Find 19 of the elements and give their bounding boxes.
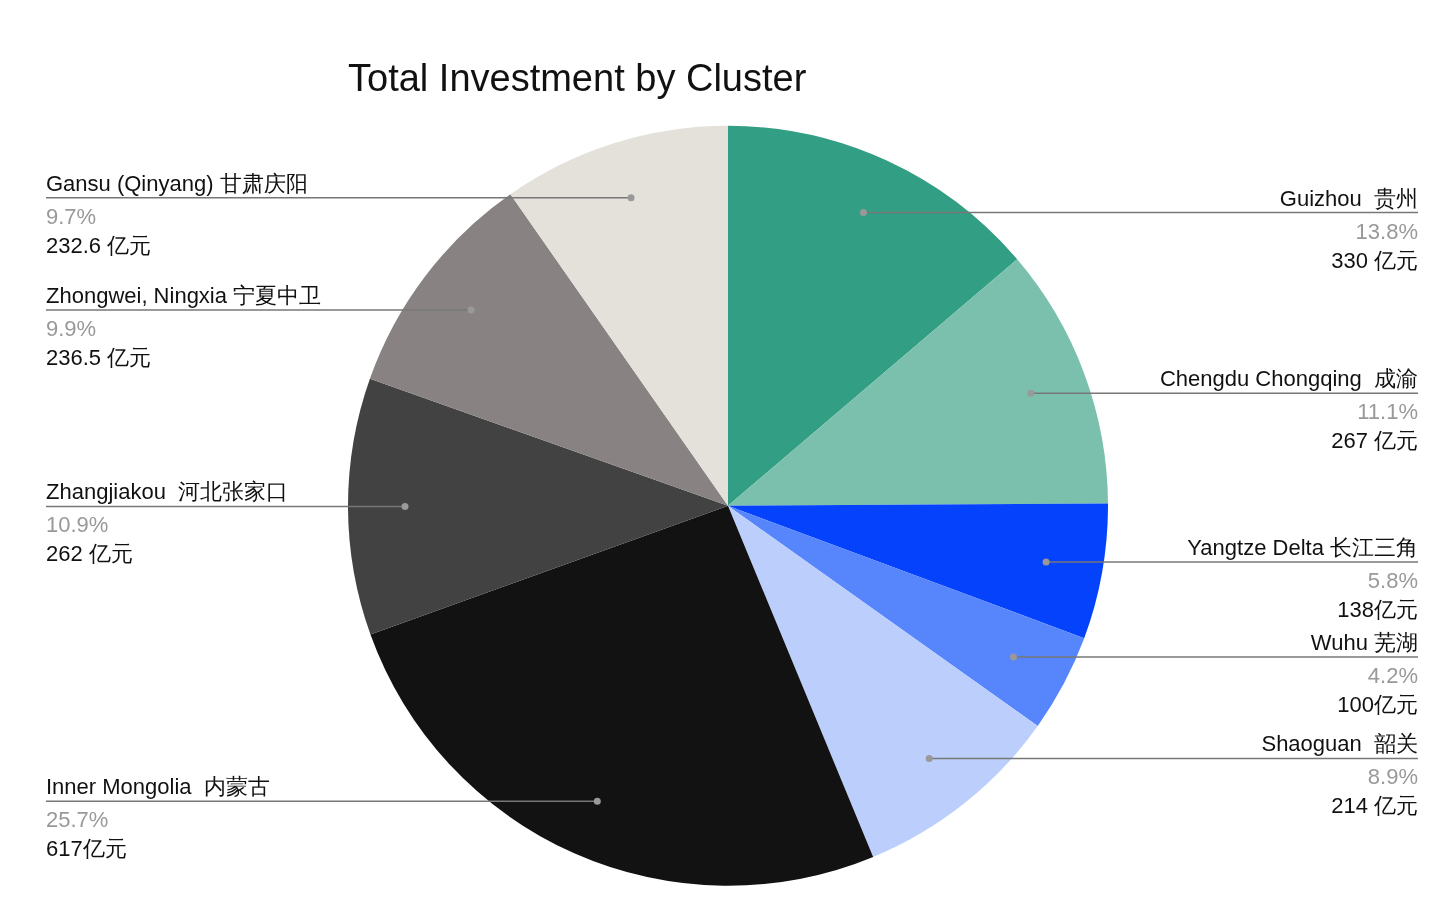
data-label: 5.8% 138亿元 — [1337, 568, 1418, 622]
slice-label: Wuhu 芜湖 — [1310, 629, 1418, 655]
data-label: 8.9% 214 亿元 — [1331, 764, 1418, 819]
slice-label: Chengdu Chongqing 成渝 — [1159, 366, 1418, 392]
data-label: 9.7% 232.6 亿元 — [46, 203, 152, 258]
slice-label: Gansu (Qinyang) 甘肃庆阳 — [46, 170, 308, 196]
data-label: 11.1% 267 亿元 — [1331, 399, 1418, 454]
data-label: 4.2% 100亿元 — [1337, 662, 1418, 717]
chart-title: Total Investment by Cluster — [348, 57, 807, 100]
data-label: 25.7% 617亿元 — [46, 807, 127, 862]
data-label: 10.9% 262 亿元 — [46, 512, 133, 567]
slice-label: Zhongwei, Ningxia 宁夏中卫 — [46, 283, 322, 309]
slice-label: Zhangjiakou 河北张家口 — [46, 479, 289, 505]
slice-label: Yangtze Delta 长江三角 — [1187, 535, 1418, 560]
slice-label: Guizhou 贵州 — [1279, 185, 1418, 211]
data-label: 9.9% 236.5 亿元 — [46, 316, 152, 371]
slice-label: Shaoguan 韶关 — [1261, 731, 1418, 757]
data-label: 13.8% 330 亿元 — [1331, 218, 1418, 273]
slice-label: Inner Mongolia 内蒙古 — [46, 774, 270, 800]
